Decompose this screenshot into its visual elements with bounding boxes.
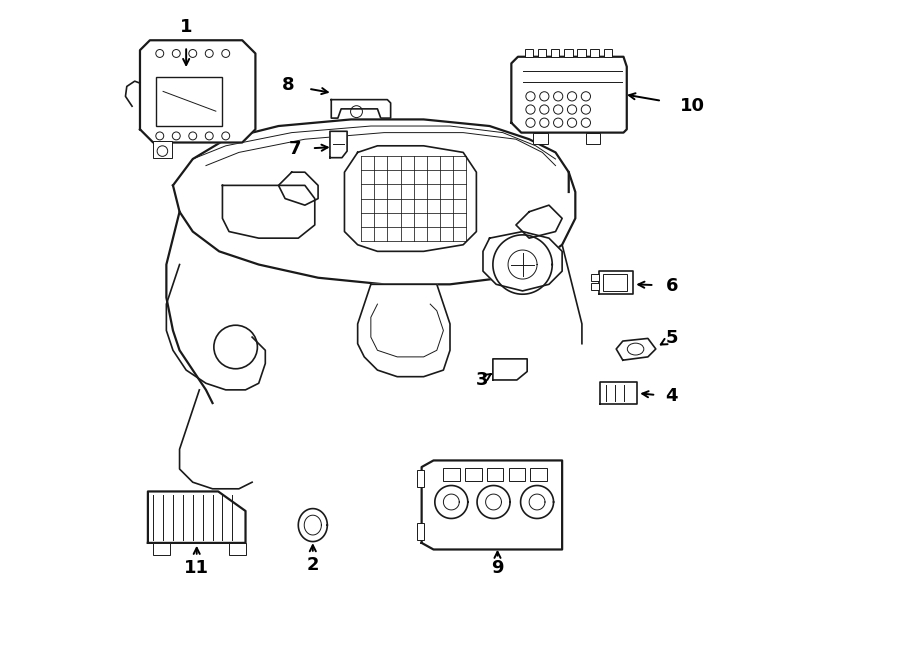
Bar [603, 274, 627, 291]
Bar [229, 543, 246, 555]
Bar [530, 468, 547, 481]
Polygon shape [421, 461, 562, 549]
Polygon shape [516, 205, 562, 238]
Bar [564, 49, 572, 57]
Polygon shape [330, 132, 347, 158]
Text: 5: 5 [665, 329, 678, 348]
Polygon shape [599, 271, 634, 294]
Polygon shape [148, 491, 246, 543]
Bar [487, 468, 503, 481]
Bar [157, 77, 222, 126]
Polygon shape [435, 486, 468, 518]
Text: 10: 10 [680, 97, 706, 115]
Text: 8: 8 [282, 76, 294, 94]
Bar [153, 141, 172, 158]
Bar [551, 49, 560, 57]
Text: 6: 6 [665, 277, 678, 295]
Bar [590, 49, 599, 57]
Text: 3: 3 [475, 371, 488, 389]
Bar [465, 468, 482, 481]
Bar [577, 49, 586, 57]
Text: 11: 11 [184, 559, 209, 577]
Bar [533, 133, 547, 145]
Polygon shape [511, 57, 626, 133]
Bar [591, 283, 599, 290]
Text: 9: 9 [491, 559, 504, 577]
Text: 7: 7 [289, 140, 302, 158]
Bar [444, 468, 460, 481]
Polygon shape [483, 231, 562, 291]
Bar [604, 49, 612, 57]
Polygon shape [600, 382, 636, 405]
Bar [537, 49, 546, 57]
Bar [525, 49, 533, 57]
Text: 2: 2 [307, 556, 320, 574]
Polygon shape [140, 40, 256, 143]
Polygon shape [616, 338, 656, 360]
Text: 4: 4 [665, 387, 678, 405]
Polygon shape [345, 146, 476, 251]
Polygon shape [278, 173, 318, 205]
Polygon shape [477, 486, 510, 518]
Polygon shape [493, 359, 527, 380]
Bar [508, 468, 526, 481]
Bar [417, 471, 424, 487]
Polygon shape [173, 173, 575, 284]
Polygon shape [222, 185, 315, 238]
Bar [417, 523, 424, 539]
Bar [591, 274, 599, 281]
Text: 1: 1 [180, 18, 193, 36]
Polygon shape [331, 100, 391, 118]
Polygon shape [298, 508, 328, 541]
Bar [586, 133, 600, 145]
Polygon shape [520, 486, 554, 518]
Bar [153, 543, 170, 555]
Polygon shape [357, 284, 450, 377]
